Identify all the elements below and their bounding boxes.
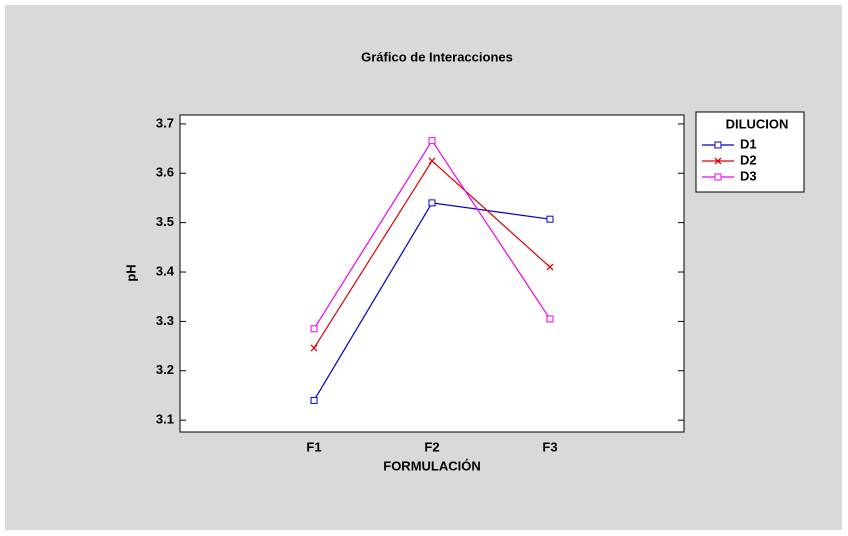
- plot-area: [179, 114, 685, 433]
- y-tick-label: 3.6: [156, 165, 174, 180]
- x-axis-label: FORMULACIÓN: [383, 458, 481, 473]
- legend-label: D1: [740, 136, 757, 151]
- y-tick-label: 3.3: [156, 313, 174, 328]
- legend-label: D3: [740, 168, 757, 183]
- marker: [428, 137, 436, 145]
- legend-label: D2: [740, 152, 757, 167]
- marker: [546, 215, 554, 223]
- marker: [310, 344, 318, 352]
- legend: [695, 111, 805, 193]
- legend-title: DILUCION: [726, 116, 789, 131]
- marker: [310, 396, 318, 404]
- y-tick-label: 3.1: [156, 412, 174, 427]
- legend-marker: [714, 173, 722, 181]
- legend-marker: [714, 141, 722, 149]
- y-tick-label: 3.2: [156, 362, 174, 377]
- marker: [310, 325, 318, 333]
- chart-title: Gráfico de Interacciones: [361, 49, 513, 64]
- x-tick-label: F3: [542, 439, 557, 454]
- y-axis-label: pH: [123, 264, 138, 281]
- marker: [546, 263, 554, 271]
- marker: [428, 199, 436, 207]
- legend-marker: [714, 157, 722, 165]
- marker: [428, 157, 436, 165]
- y-tick-label: 3.7: [156, 115, 174, 130]
- y-tick-label: 3.5: [156, 214, 174, 229]
- marker: [546, 315, 554, 323]
- x-tick-label: F2: [424, 439, 439, 454]
- y-tick-label: 3.4: [156, 263, 175, 278]
- x-tick-label: F1: [306, 439, 321, 454]
